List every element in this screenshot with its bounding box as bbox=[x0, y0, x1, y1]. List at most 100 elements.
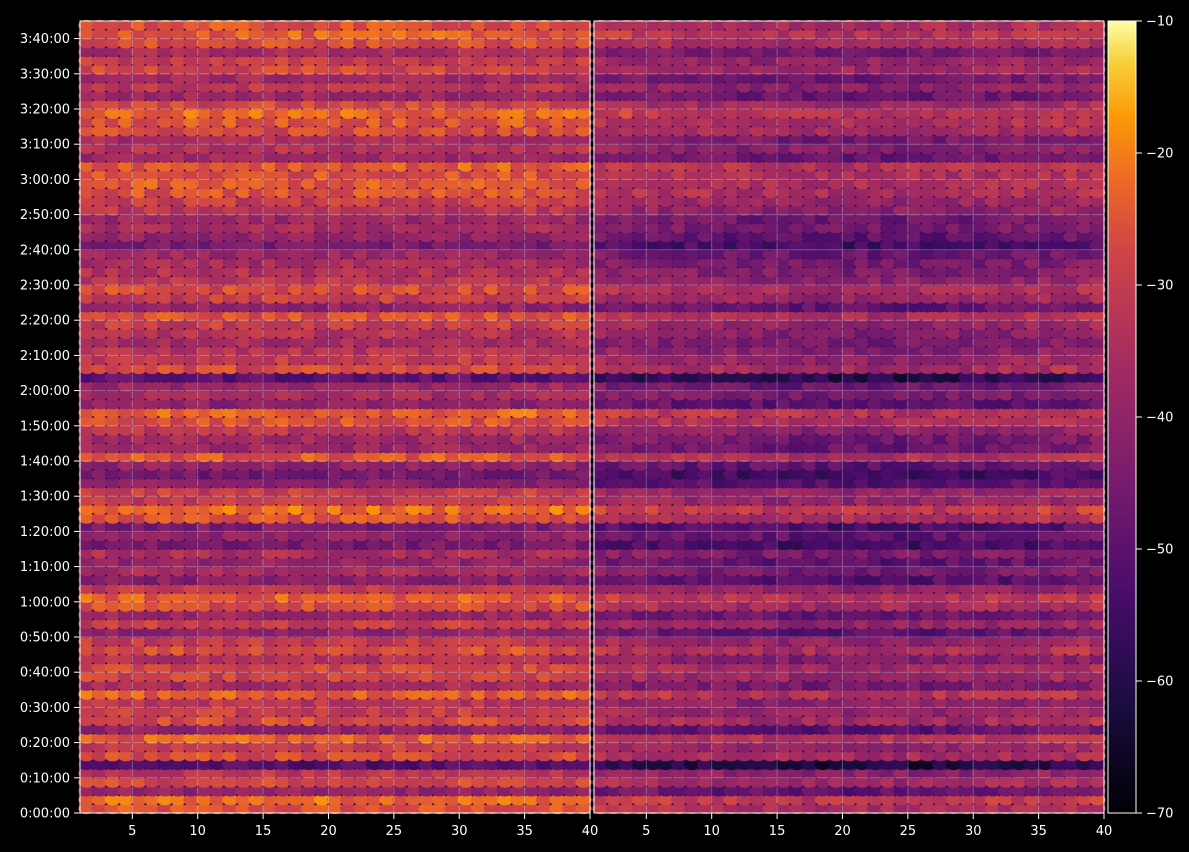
heatmap-cell bbox=[326, 389, 344, 401]
heatmap-cell bbox=[405, 574, 422, 586]
heatmap-cell bbox=[1063, 750, 1080, 762]
heatmap-cell bbox=[287, 363, 304, 375]
heatmap-cell bbox=[104, 688, 121, 700]
heatmap-cell bbox=[562, 125, 579, 137]
heatmap-cell bbox=[509, 688, 527, 700]
heatmap-cell bbox=[248, 679, 265, 691]
heatmap-cell bbox=[523, 609, 540, 621]
heatmap-cell bbox=[496, 512, 514, 524]
heatmap-cell bbox=[575, 19, 592, 31]
heatmap-cell bbox=[867, 776, 884, 788]
heatmap-cell bbox=[392, 213, 409, 225]
heatmap-cell bbox=[536, 583, 553, 595]
heatmap-cell bbox=[170, 424, 187, 436]
heatmap-cell bbox=[130, 363, 147, 375]
heatmap-cell bbox=[575, 169, 592, 181]
heatmap-cell bbox=[78, 539, 95, 551]
heatmap-cell bbox=[536, 477, 553, 489]
heatmap-cell bbox=[300, 195, 317, 207]
heatmap-cell bbox=[549, 363, 566, 375]
heatmap-cell bbox=[379, 283, 396, 295]
heatmap-cell bbox=[209, 283, 226, 295]
heatmap-cell bbox=[143, 275, 160, 287]
heatmap-cell bbox=[196, 539, 213, 551]
heatmap-cell bbox=[483, 495, 500, 507]
heatmap-cell bbox=[300, 389, 317, 401]
heatmap-cell bbox=[300, 679, 317, 691]
heatmap-cell bbox=[104, 723, 121, 735]
heatmap-cell bbox=[326, 275, 344, 287]
heatmap-cell bbox=[1050, 794, 1067, 806]
heatmap-cell bbox=[379, 477, 396, 489]
heatmap-cell bbox=[326, 574, 344, 586]
heatmap-cell bbox=[287, 653, 304, 665]
heatmap-cell bbox=[91, 468, 108, 480]
heatmap-cell bbox=[104, 204, 121, 216]
heatmap-cell bbox=[104, 28, 121, 40]
heatmap-cell bbox=[274, 547, 291, 559]
heatmap-cell bbox=[418, 354, 435, 366]
heatmap-cell bbox=[366, 371, 383, 383]
heatmap-cell bbox=[549, 310, 566, 322]
heatmap-cell bbox=[196, 345, 213, 357]
heatmap-cell bbox=[562, 310, 579, 322]
heatmap-cell bbox=[196, 415, 213, 427]
heatmap-cell bbox=[549, 424, 566, 436]
heatmap-cell bbox=[196, 371, 213, 383]
heatmap-cell bbox=[274, 371, 291, 383]
heatmap-cell bbox=[483, 116, 500, 128]
heatmap-cell bbox=[470, 697, 487, 709]
heatmap-cell bbox=[575, 63, 592, 75]
heatmap-cell bbox=[431, 37, 448, 49]
heatmap-cell bbox=[575, 583, 592, 595]
heatmap-cell bbox=[222, 151, 239, 163]
heatmap-cell bbox=[353, 565, 370, 577]
heatmap-cell bbox=[340, 530, 357, 542]
heatmap-cell bbox=[483, 151, 500, 163]
heatmap-cell bbox=[353, 63, 370, 75]
heatmap-cell bbox=[457, 741, 474, 753]
heatmap-cell bbox=[300, 750, 317, 762]
heatmap-cell bbox=[235, 213, 252, 225]
heatmap-cell bbox=[313, 803, 330, 815]
heatmap-cell bbox=[444, 627, 461, 639]
heatmap-cell bbox=[196, 257, 213, 269]
heatmap-cell bbox=[222, 327, 239, 339]
heatmap-cell bbox=[444, 750, 461, 762]
heatmap-cell bbox=[536, 125, 553, 137]
heatmap-cell bbox=[287, 688, 304, 700]
heatmap-cell bbox=[156, 116, 174, 128]
heatmap-cell bbox=[392, 433, 409, 445]
heatmap-cell bbox=[470, 363, 487, 375]
heatmap-cell bbox=[483, 530, 500, 542]
heatmap-cell bbox=[235, 107, 252, 119]
heatmap-cell bbox=[78, 257, 95, 269]
heatmap-cell bbox=[457, 107, 474, 119]
heatmap-cell bbox=[274, 213, 291, 225]
heatmap-cell bbox=[235, 63, 252, 75]
heatmap-cell bbox=[170, 107, 187, 119]
heatmap-cell bbox=[222, 433, 239, 445]
heatmap-cell bbox=[470, 671, 487, 683]
heatmap-cell bbox=[457, 627, 474, 639]
heatmap-cell bbox=[300, 803, 317, 815]
heatmap-cell bbox=[117, 644, 134, 656]
heatmap-cell bbox=[418, 539, 435, 551]
heatmap-cell bbox=[1089, 741, 1106, 753]
heatmap-cell bbox=[431, 257, 448, 269]
heatmap-cell bbox=[313, 257, 330, 269]
heatmap-cell bbox=[248, 99, 265, 111]
heatmap-cell bbox=[287, 803, 304, 815]
heatmap-cell bbox=[840, 794, 858, 806]
heatmap-cell bbox=[300, 336, 317, 348]
heatmap-cell bbox=[1089, 776, 1106, 788]
heatmap-cell bbox=[353, 116, 370, 128]
heatmap-cell bbox=[631, 732, 648, 744]
heatmap-cell bbox=[444, 794, 461, 806]
heatmap-cell bbox=[222, 319, 239, 331]
heatmap-cell bbox=[575, 72, 592, 84]
heatmap-cell bbox=[78, 503, 95, 515]
heatmap-cell bbox=[444, 143, 461, 155]
heatmap-cell bbox=[353, 723, 370, 735]
heatmap-cell bbox=[78, 424, 95, 436]
